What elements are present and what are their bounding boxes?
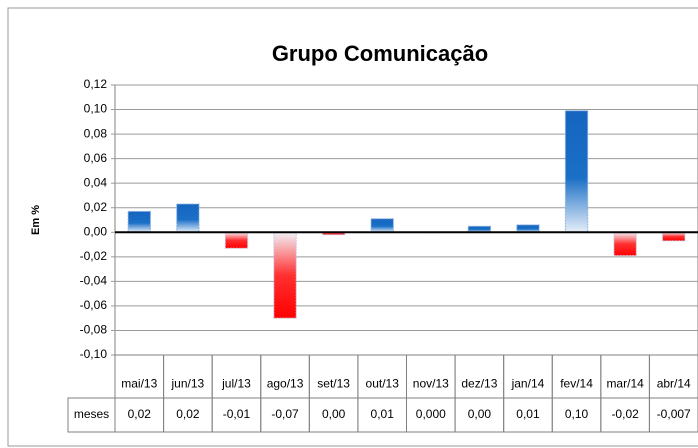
x-tick-label: fev/14 xyxy=(560,377,593,391)
y-tick-label: -0,04 xyxy=(80,274,108,288)
x-tick-label: abr/14 xyxy=(657,377,691,391)
data-label: 0,02 xyxy=(176,407,200,421)
bar xyxy=(224,231,249,249)
data-label: 0,01 xyxy=(516,407,540,421)
y-tick-label: 0,06 xyxy=(84,151,108,165)
y-tick-label: 0,12 xyxy=(84,77,108,91)
bar xyxy=(516,224,540,233)
data-label: 0,000 xyxy=(416,407,446,421)
bar xyxy=(127,210,151,233)
y-tick-label: 0,10 xyxy=(84,102,108,116)
x-tick-label: mai/13 xyxy=(121,377,157,391)
data-label: 0,01 xyxy=(371,407,395,421)
y-tick-label: -0,10 xyxy=(80,347,108,361)
table-row-label: meses xyxy=(74,407,109,421)
y-tick-label: 0,02 xyxy=(84,200,108,214)
data-label: 0,00 xyxy=(322,407,346,421)
x-tick-label: set/13 xyxy=(317,377,350,391)
bar xyxy=(564,110,589,233)
bar xyxy=(273,231,297,319)
x-tick-label: jul/13 xyxy=(221,377,251,391)
data-label: -0,007 xyxy=(657,407,691,421)
table-cell xyxy=(648,397,698,433)
y-axis-label: Em % xyxy=(30,205,42,235)
bar xyxy=(370,218,394,233)
data-label: 0,00 xyxy=(468,407,492,421)
y-tick-label: -0,02 xyxy=(80,249,108,263)
data-label: -0,07 xyxy=(271,407,299,421)
x-tick-label: out/13 xyxy=(366,377,400,391)
x-tick-label: ago/13 xyxy=(267,377,304,391)
x-tick-label: jan/14 xyxy=(511,377,545,391)
y-tick-label: 0,00 xyxy=(84,224,108,238)
y-tick-label: 0,04 xyxy=(84,175,108,189)
chart-title: Grupo Comunicação xyxy=(272,41,488,66)
bar xyxy=(321,231,346,236)
y-tick-label: 0,08 xyxy=(84,126,108,140)
bar xyxy=(613,231,637,257)
y-tick-label: -0,08 xyxy=(80,323,108,337)
bar xyxy=(662,231,686,242)
x-tick-label: jun/13 xyxy=(171,377,205,391)
bar xyxy=(176,203,200,233)
data-label: -0,02 xyxy=(611,407,639,421)
data-label: 0,10 xyxy=(565,407,589,421)
data-label: 0,02 xyxy=(128,407,152,421)
x-tick-label: dez/13 xyxy=(461,377,497,391)
chart-frame xyxy=(7,7,698,447)
x-tick-label: mar/14 xyxy=(606,377,644,391)
y-tick-label: -0,06 xyxy=(80,298,108,312)
data-label: -0,01 xyxy=(223,407,251,421)
x-tick-label: nov/13 xyxy=(413,377,449,391)
